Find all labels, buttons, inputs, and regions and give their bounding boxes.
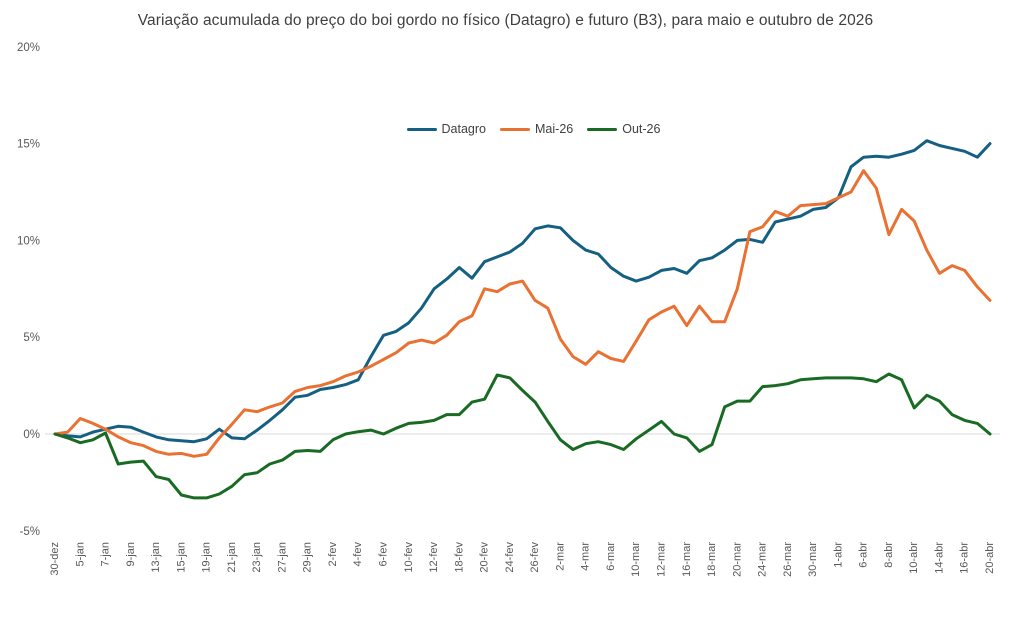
legend-label-mai-26: Mai-26 — [535, 122, 574, 136]
datagro-line-swatch-icon — [406, 127, 437, 131]
x-axis-tick-label: 19-jan — [201, 542, 213, 573]
x-axis-tick-label: 15-jan — [175, 542, 187, 573]
x-axis-tick-label: 10-abr — [908, 542, 920, 574]
y-axis-tick-label: 20% — [17, 42, 40, 54]
x-axis-tick-label: 20-fev — [479, 542, 491, 573]
x-axis-tick-label: 16-abr — [959, 542, 971, 574]
y-axis-tick-label: 5% — [23, 332, 40, 344]
x-axis-tick-label: 20-abr — [984, 542, 996, 574]
x-axis-tick-label: 2-mar — [554, 542, 566, 571]
x-axis-tick-label: 20-mar — [731, 542, 743, 577]
x-axis-tick-label: 30-dez — [49, 542, 61, 576]
series-line-datagro — [53, 139, 992, 444]
x-axis-tick-label: 29-jan — [302, 542, 314, 573]
chart-title: Variação acumulada do preço do boi gordo… — [137, 12, 874, 29]
legend-label-out-26: Out-26 — [622, 122, 661, 136]
x-axis-tick-label: 4-mar — [580, 542, 592, 571]
y-axis-tick-label: -5% — [20, 526, 40, 538]
legend-item-out-26[interactable]: Out-26 — [587, 122, 660, 136]
x-axis-tick-label: 5-jan — [74, 542, 86, 566]
x-axis-tick-label: 8-abr — [883, 542, 895, 568]
x-axis-tick-label: 6-abr — [858, 542, 870, 568]
x-axis-tick-label: 10-mar — [630, 542, 642, 577]
x-axis-tick-label: 18-mar — [706, 542, 718, 577]
x-axis-tick-label: 7-jan — [100, 542, 112, 566]
y-axis-tick-label: 0% — [23, 429, 40, 441]
x-axis-tick-label: 16-mar — [681, 542, 693, 577]
x-axis-tick-label: 24-fev — [504, 542, 516, 573]
x-axis-tick-label: 9-jan — [125, 542, 137, 566]
x-axis-tick-label: 30-mar — [807, 542, 819, 577]
mai-26-line-swatch-icon — [500, 127, 531, 131]
legend-label-datagro: Datagro — [441, 122, 487, 136]
x-axis-tick-label: 12-fev — [428, 542, 440, 573]
y-axis-tick-label: 15% — [17, 139, 40, 151]
x-axis-tick-label: 27-jan — [276, 542, 288, 573]
x-axis-tick-label: 6-fev — [378, 542, 390, 567]
x-axis-tick-label: 2-fev — [327, 542, 339, 567]
legend-item-datagro[interactable]: Datagro — [406, 122, 487, 136]
x-axis-tick-label: 10-fev — [403, 542, 415, 573]
x-axis-tick-label: 24-mar — [757, 542, 769, 577]
x-axis-tick-label: 1-abr — [832, 542, 844, 568]
series-line-out-26 — [53, 372, 992, 500]
x-axis-tick-label: 18-fev — [453, 542, 465, 573]
out-26-line-swatch-icon — [587, 127, 618, 131]
x-axis-tick-label: 26-mar — [782, 542, 794, 577]
x-axis-tick-label: 21-jan — [226, 542, 238, 573]
x-axis-tick-label: 14-abr — [933, 542, 945, 574]
x-axis-tick-label: 26-fev — [529, 542, 541, 573]
x-axis-tick-label: 13-jan — [150, 542, 162, 573]
x-axis-tick-label: 4-fev — [352, 542, 364, 567]
x-axis-tick-label: 6-mar — [605, 542, 617, 571]
legend-item-mai-26[interactable]: Mai-26 — [500, 122, 573, 136]
y-axis-tick-label: 10% — [17, 235, 40, 247]
x-axis-tick-label: 12-mar — [655, 542, 667, 577]
x-axis-tick-label: 23-jan — [251, 542, 263, 573]
chart-legend: Datagro Mai-26 Out-26 — [28, 122, 1011, 136]
series-line-mai-26 — [53, 169, 992, 458]
